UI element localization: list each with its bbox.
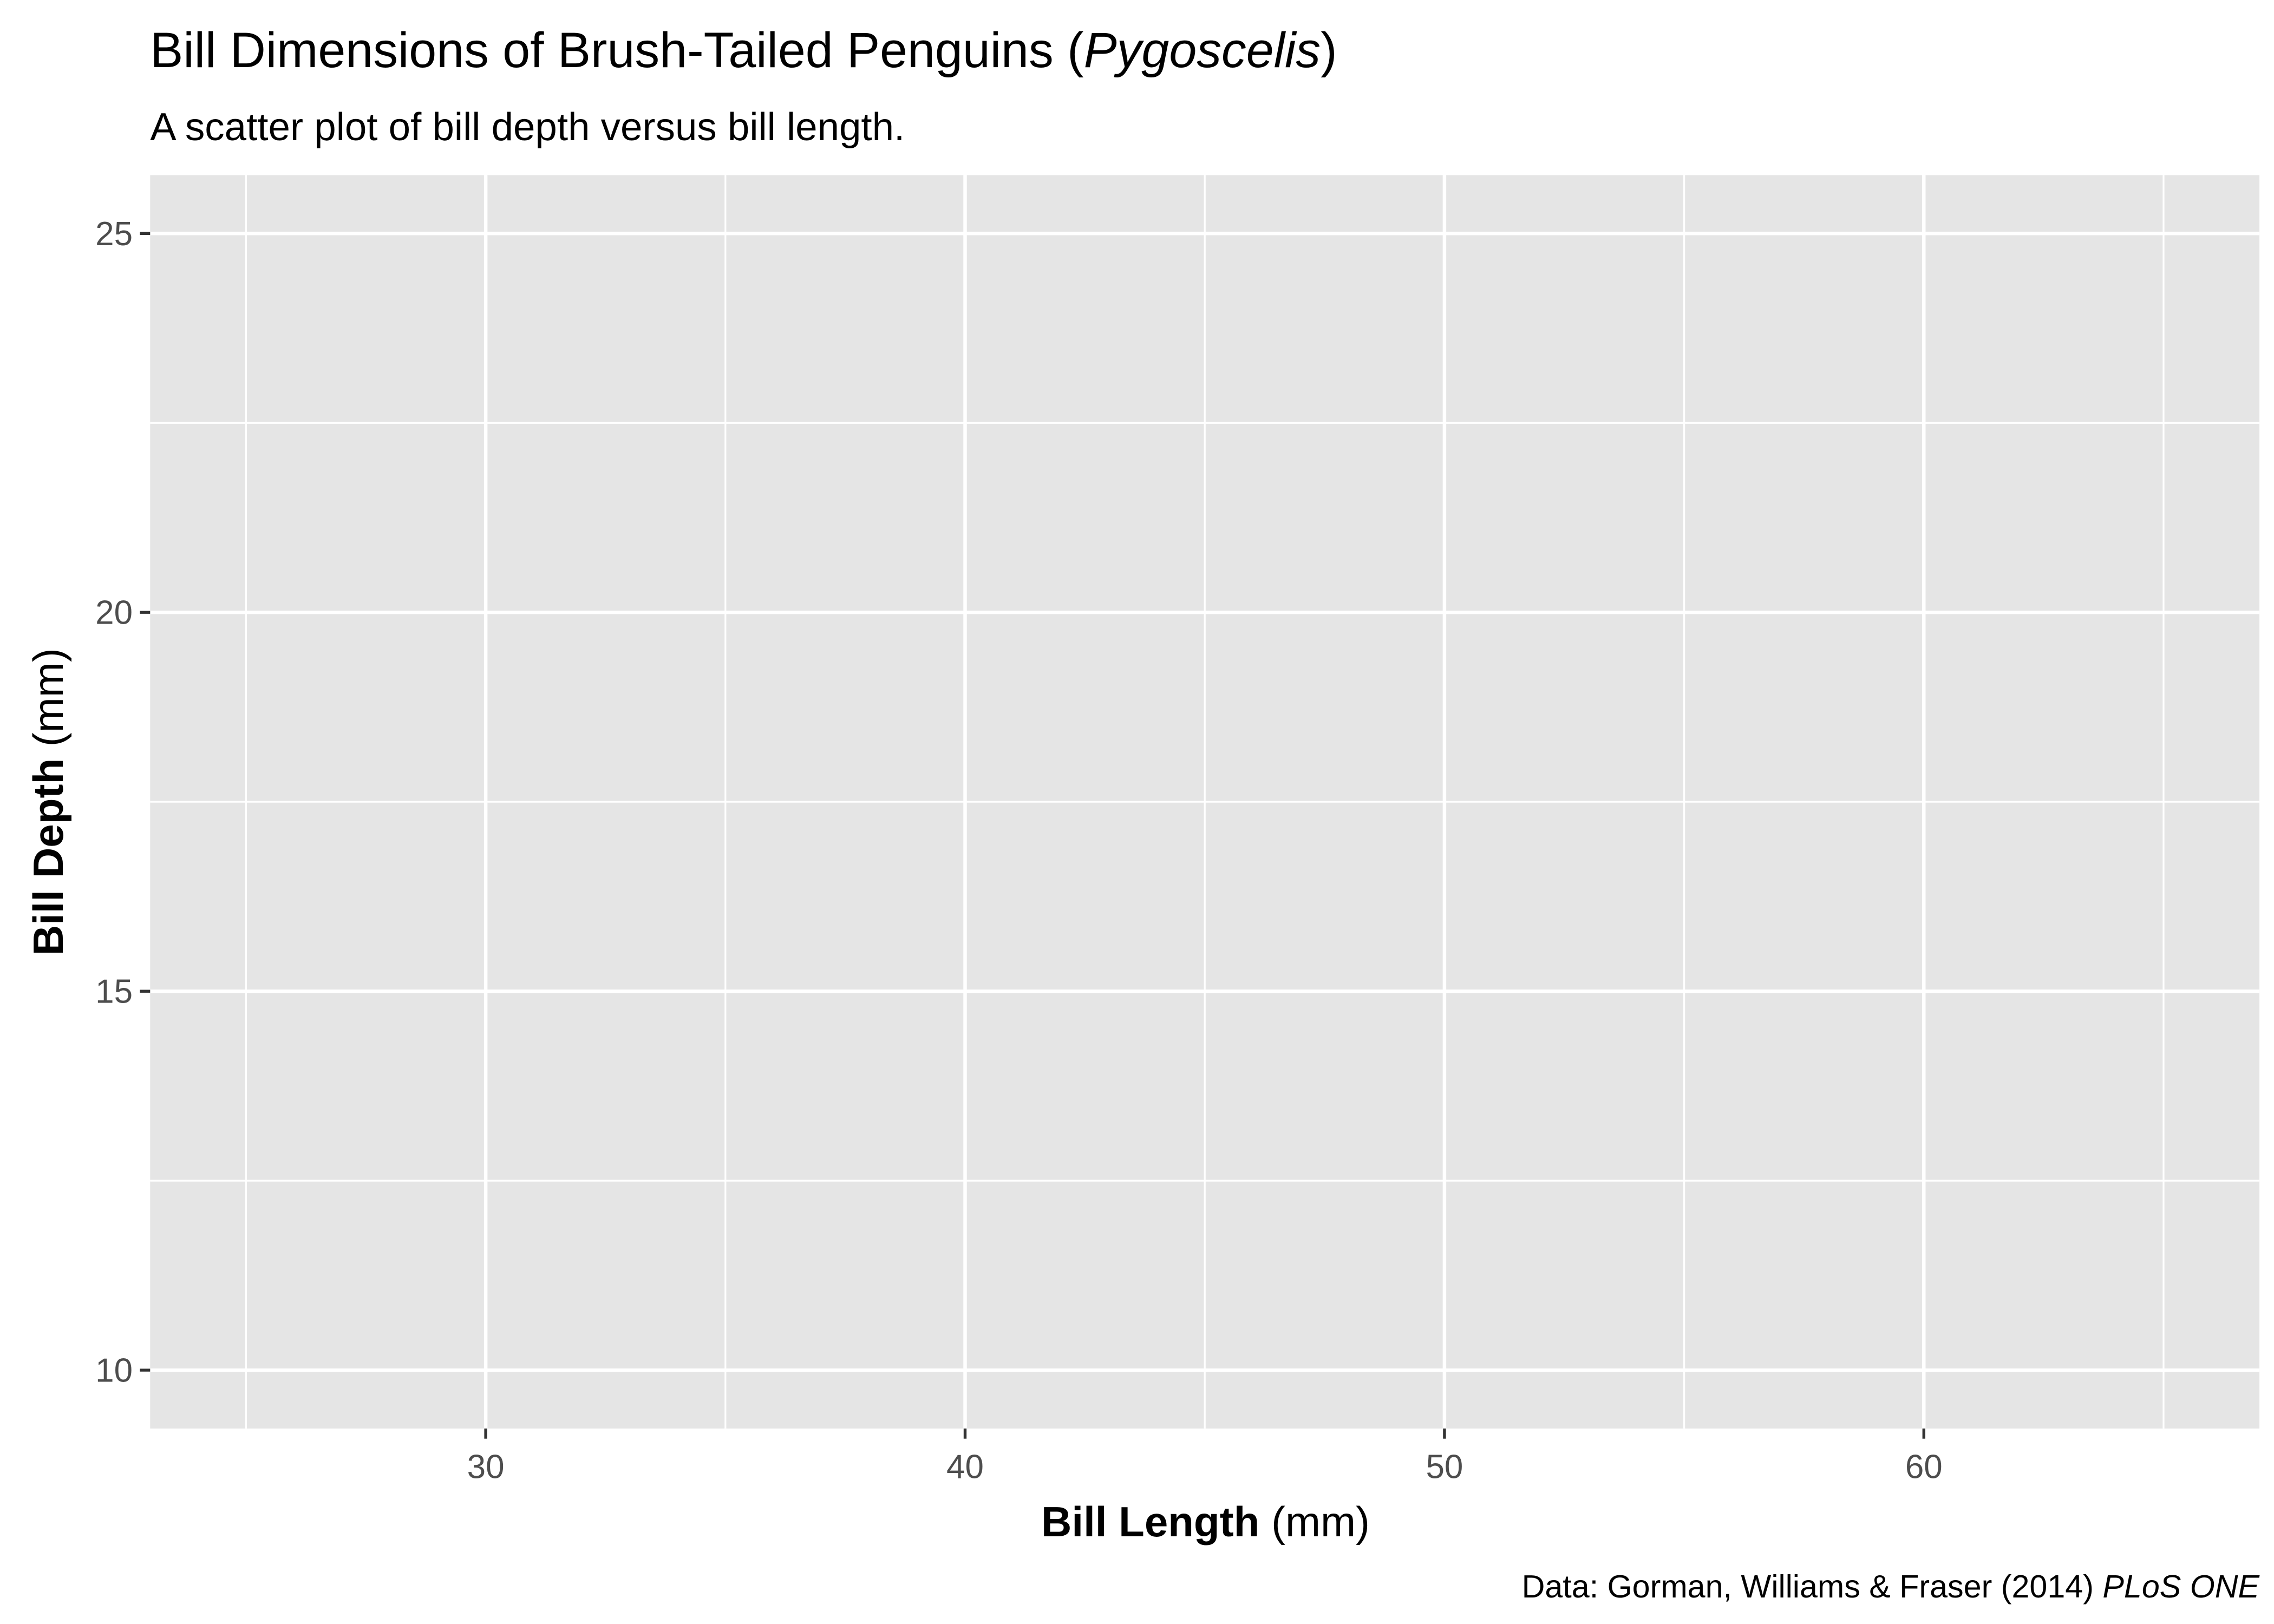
title-part: )	[1321, 23, 1337, 78]
y-axis-label: Bill Depth (mm)	[24, 648, 72, 955]
x-tick-label: 40	[946, 1448, 984, 1485]
label-part: Bill Length	[1041, 1498, 1259, 1546]
x-tick-label: 60	[1905, 1448, 1943, 1485]
y-tick-label: 15	[95, 973, 133, 1011]
y-tick-label: 10	[95, 1352, 133, 1390]
x-tick-label: 30	[467, 1448, 505, 1485]
label-part: (mm)	[24, 648, 72, 758]
chart-title: Bill Dimensions of Brush-Tailed Penguins…	[150, 23, 1337, 78]
title-part: Pygoscelis	[1084, 23, 1321, 78]
caption-part: PLoS ONE	[2102, 1568, 2260, 1605]
label-part: Bill Depth	[24, 758, 72, 955]
x-axis-label: Bill Length (mm)	[1041, 1498, 1370, 1546]
y-tick-label: 20	[95, 594, 133, 632]
chart-subtitle: A scatter plot of bill depth versus bill…	[150, 105, 905, 149]
caption-part: Data: Gorman, Williams & Fraser (2014)	[1522, 1568, 2103, 1605]
x-tick-label: 50	[1426, 1448, 1463, 1485]
label-part: (mm)	[1259, 1498, 1370, 1546]
y-tick-label: 25	[95, 215, 133, 253]
caption: Data: Gorman, Williams & Fraser (2014) P…	[1522, 1568, 2260, 1605]
title-part: Bill Dimensions of Brush-Tailed Penguins…	[150, 23, 1083, 78]
